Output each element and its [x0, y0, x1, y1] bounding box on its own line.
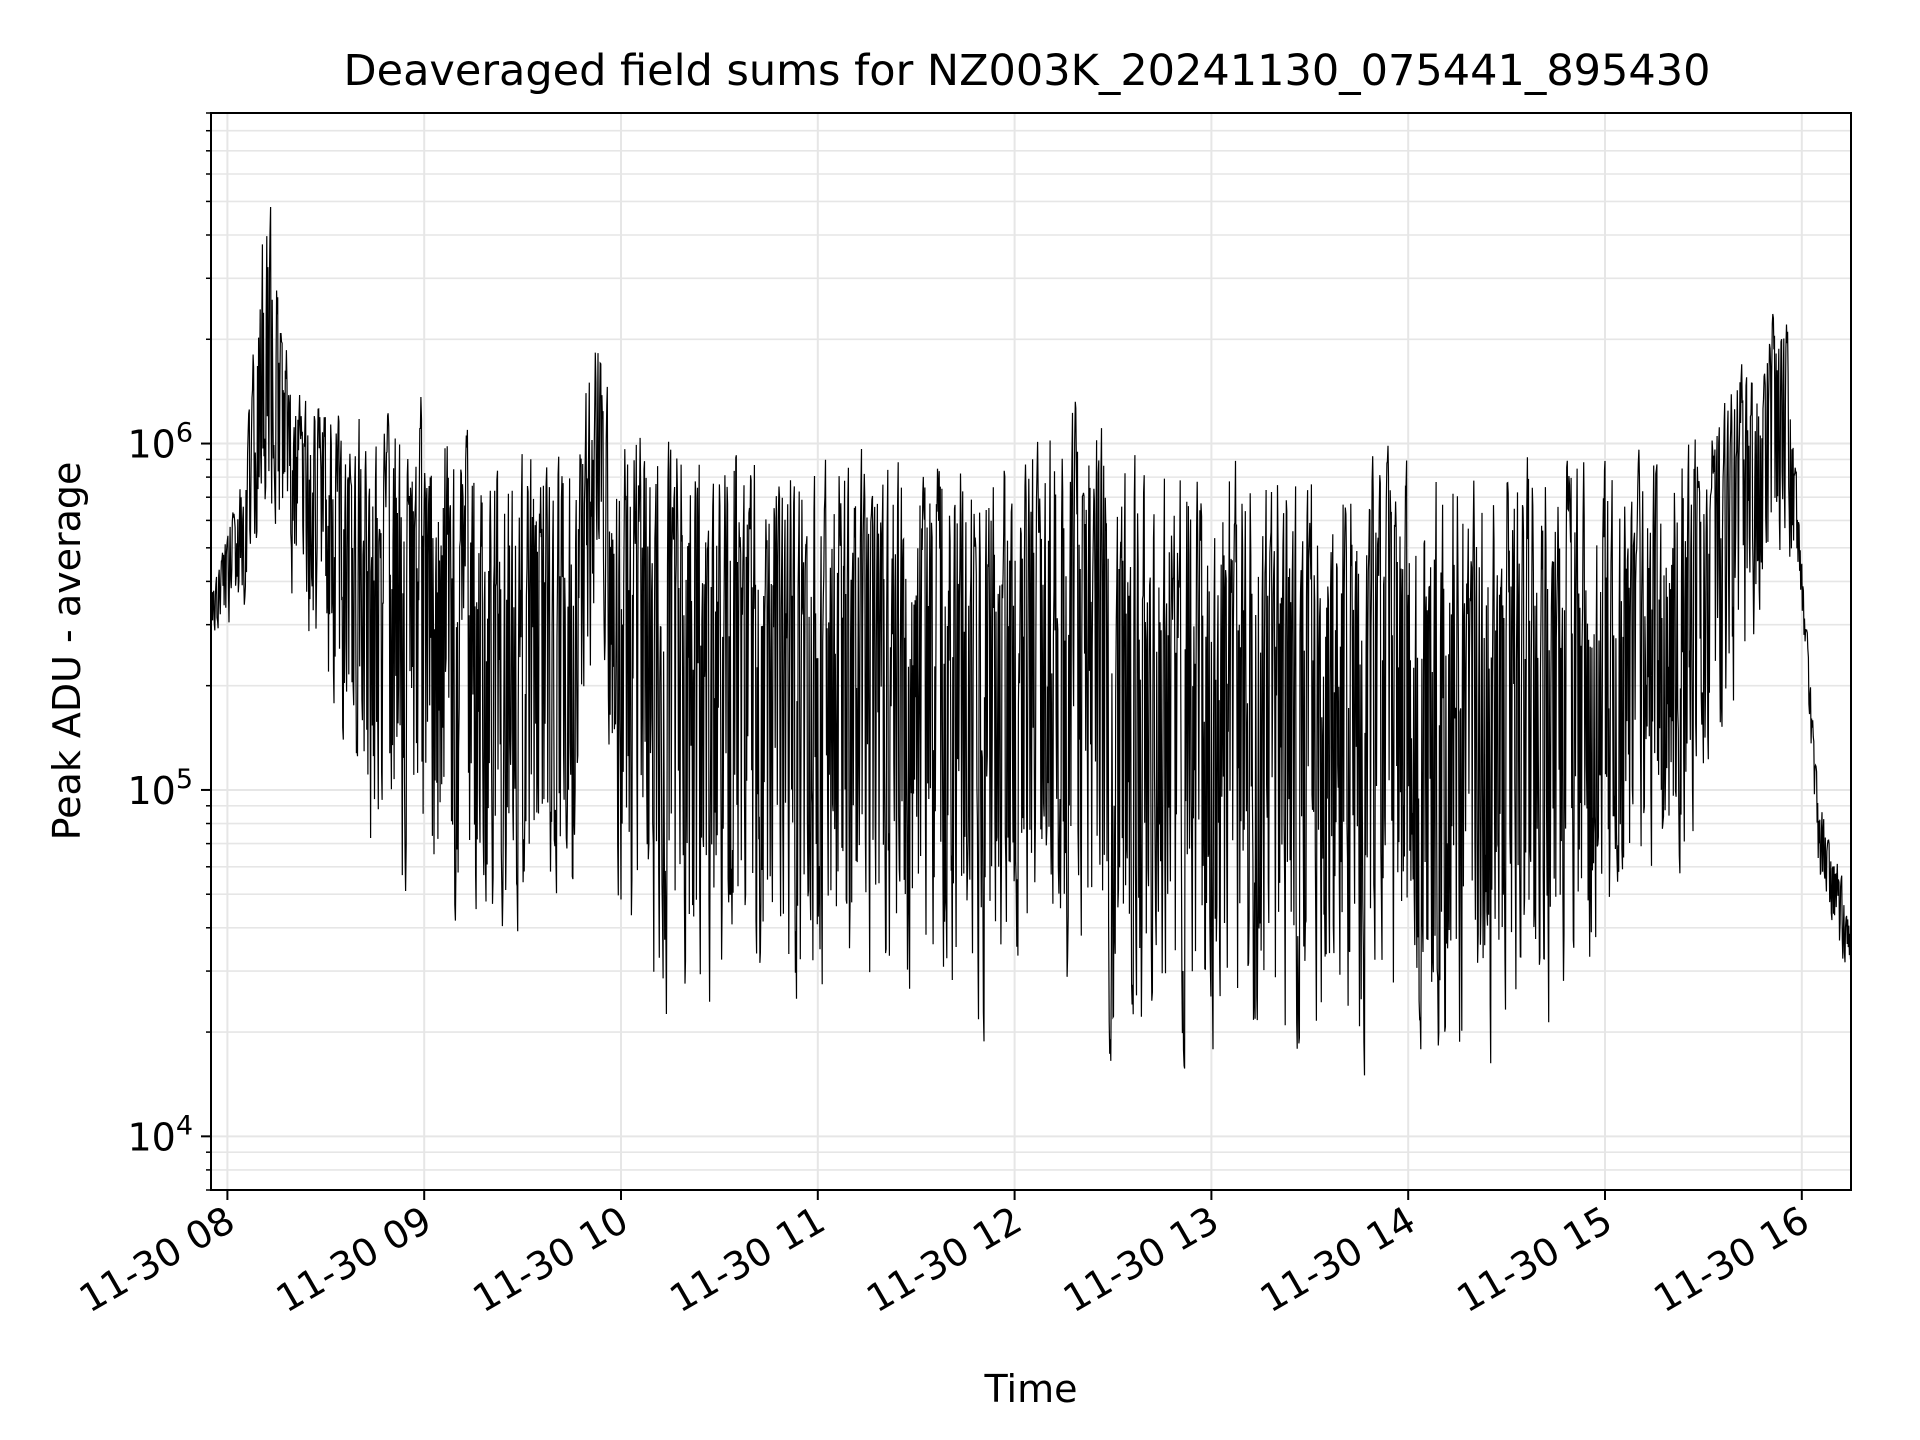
y-axis-label: Peak ADU - average	[45, 462, 89, 841]
y-tick-label: 105	[127, 764, 193, 813]
plot-frame	[210, 112, 1852, 1191]
chart-title: Deaveraged field sums for NZ003K_2024113…	[344, 46, 1711, 96]
x-axis-label: Time	[984, 1367, 1078, 1411]
y-tick-label: 104	[127, 1110, 193, 1159]
series-line	[211, 206, 1851, 1076]
series-layer	[211, 206, 1851, 1076]
y-tick-label: 106	[127, 418, 193, 467]
